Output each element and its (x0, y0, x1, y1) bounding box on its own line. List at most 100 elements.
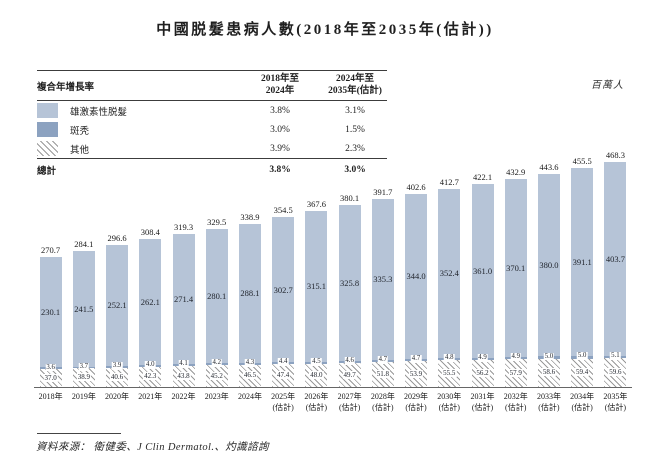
source-note: 資料來源： 衛健委、J Clin Dermatol.、灼識諮詢 (36, 442, 269, 453)
bar-total-label: 443.6 (539, 162, 559, 173)
cagr-value: 3.9% (270, 143, 290, 154)
cagr-value: 2.3% (345, 143, 365, 154)
bar-column-2019年: 284.1 241.5 3.7 38.9 (72, 239, 95, 387)
bar-value-label-androgenetic: 271.4 (173, 293, 194, 304)
bar-total-label: 402.6 (406, 181, 426, 192)
bar-column-2033年: 443.6 380.0 5.0 58.6 (537, 162, 560, 387)
bar-value-label-androgenetic: 288.1 (240, 288, 260, 299)
bar-value-label-areata: 4.5 (311, 358, 322, 366)
x-axis-label: 2032年 (估計) (503, 392, 528, 412)
bar-total-label: 270.7 (41, 245, 61, 255)
cagr-table: 複合年增長率 2018年至 2024年 2024年至 2035年(估計) 雄激素… (37, 70, 387, 180)
bar-value-label-other: 40.6 (109, 372, 125, 381)
bar-column-2024年: 338.9 288.1 4.3 46.5 (238, 212, 261, 387)
bar-segment-androgenetic (405, 193, 428, 359)
bar-total-label: 468.3 (605, 150, 625, 161)
x-axis-label: 2030年 (估計) (437, 392, 462, 412)
table-total-rule (37, 158, 387, 159)
bar-segment-androgenetic (537, 174, 560, 357)
bar-total-label: 422.1 (472, 172, 493, 183)
table-top-rule (37, 70, 387, 71)
x-axis-label: 2023年 (204, 392, 229, 401)
bar-segment-androgenetic (504, 179, 527, 357)
bar-value-label-androgenetic: 335.3 (373, 274, 393, 285)
bar-value-label-areata: 4.1 (178, 360, 189, 369)
bar-total-label: 296.6 (107, 232, 127, 243)
bar-value-label-androgenetic: 344.0 (406, 271, 426, 282)
bar-value-label-areata: 4.2 (211, 359, 222, 368)
x-axis-label: 2034年 (估計) (570, 392, 595, 412)
legend-label: 其他 (70, 145, 90, 156)
bar-value-label-other: 51.8 (375, 370, 390, 379)
x-axis-label: 2035年 (估計) (603, 392, 628, 412)
bar-column-2031年: 422.1 361.0 4.9 56.2 (471, 172, 494, 387)
legend-swatch-androgenetic (37, 103, 58, 118)
bar-segment-androgenetic (604, 162, 627, 356)
bar-value-label-androgenetic: 230.1 (41, 307, 61, 318)
bar-column-2022年: 319.3 271.4 4.1 43.8 (172, 222, 195, 387)
bar-column-2029年: 402.6 344.0 4.7 53.9 (405, 182, 428, 387)
x-axis-label: 2029年 (估計) (404, 392, 429, 412)
bar-column-2030年: 412.7 352.4 4.8 55.5 (438, 177, 461, 387)
bar-segment-androgenetic (471, 184, 494, 358)
bar-total-label: 338.9 (240, 212, 260, 223)
bar-segment-androgenetic (272, 216, 295, 363)
bar-value-label-areata: 4.9 (477, 353, 488, 362)
bar-value-label-areata: 5.0 (543, 352, 555, 361)
bar-value-label-androgenetic: 361.0 (472, 266, 493, 277)
x-axis-label: 2024年 (237, 392, 262, 401)
bar-segment-androgenetic (72, 250, 95, 367)
total-value-2: 3.0% (344, 164, 366, 175)
bar-value-label-areata: 4.7 (410, 355, 422, 363)
stacked-bar-chart: 270.7 230.1 3.6 37.0 284.1 241.5 3.7 38.9 296.6 2… (34, 150, 632, 388)
bar-column-2021年: 308.4 262.1 4.0 42.3 (139, 227, 162, 387)
bar-value-label-areata: 4.8 (444, 354, 455, 363)
bar-column-2032年: 432.9 370.1 4.9 57.9 (504, 167, 527, 387)
x-axis-label: 2025年 (估計) (271, 392, 296, 412)
bar-value-label-other: 57.9 (508, 368, 523, 377)
bar-value-label-androgenetic: 352.4 (439, 268, 459, 279)
x-axis-label: 2031年 (估計) (470, 392, 495, 412)
bar-value-label-other: 49.7 (342, 370, 357, 379)
cagr-header-label: 複合年增長率 (37, 82, 95, 93)
bar-total-label: 380.1 (340, 192, 360, 203)
bar-segment-androgenetic (371, 198, 394, 360)
legend-label: 雄激素性脱髮 (70, 107, 128, 118)
bar-value-label-other: 43.8 (176, 371, 191, 380)
cagr-value: 3.1% (345, 105, 365, 116)
chart-title: 中國脱髮患病人數(2018年至2035年(估計)) (156, 22, 494, 38)
bar-value-label-areata: 3.9 (111, 361, 123, 370)
bar-segment-androgenetic (338, 204, 361, 361)
total-label: 總計 (37, 166, 57, 177)
bar-value-label-other: 37.0 (43, 373, 58, 382)
x-axis-label: 2019年 (71, 392, 96, 401)
bar-column-2023年: 329.5 280.1 4.2 45.2 (205, 217, 228, 387)
bar-column-2035年: 468.3 403.7 5.1 59.6 (604, 150, 627, 387)
x-axis-label: 2026年 (估計) (304, 392, 329, 412)
cagr-value: 1.5% (345, 124, 365, 135)
bar-segment-androgenetic (305, 210, 328, 362)
bar-value-label-other: 48.0 (309, 370, 324, 379)
bar-value-label-other: 59.6 (608, 368, 623, 377)
cagr-value: 3.8% (270, 105, 290, 116)
bar-segment-androgenetic (238, 224, 261, 363)
bar-value-label-other: 53.9 (408, 369, 424, 378)
x-axis-label: 2022年 (171, 392, 196, 401)
bar-value-label-androgenetic: 315.1 (306, 281, 326, 292)
bar-value-label-androgenetic: 241.5 (74, 303, 94, 314)
x-axis-label: 2021年 (138, 392, 163, 401)
source-divider (37, 433, 121, 434)
bar-total-label: 391.7 (373, 186, 393, 197)
bar-column-2026年: 367.6 315.1 4.5 48.0 (305, 199, 328, 387)
bar-value-label-other: 56.2 (475, 368, 490, 378)
bar-value-label-areata: 3.7 (78, 362, 90, 371)
x-axis-label: 2018年 (38, 392, 63, 401)
bar-value-label-other: 58.6 (541, 368, 557, 377)
bar-value-label-androgenetic: 403.7 (605, 254, 625, 265)
bar-column-2018年: 270.7 230.1 3.6 37.0 (39, 245, 62, 387)
bar-segment-androgenetic (106, 244, 129, 366)
bar-total-label: 329.5 (207, 216, 227, 227)
bar-column-2025年: 354.5 302.7 4.4 47.4 (272, 205, 295, 387)
bar-value-label-other: 46.5 (242, 371, 258, 380)
cagr-col-header-1: 2018年至 2024年 (260, 73, 299, 96)
